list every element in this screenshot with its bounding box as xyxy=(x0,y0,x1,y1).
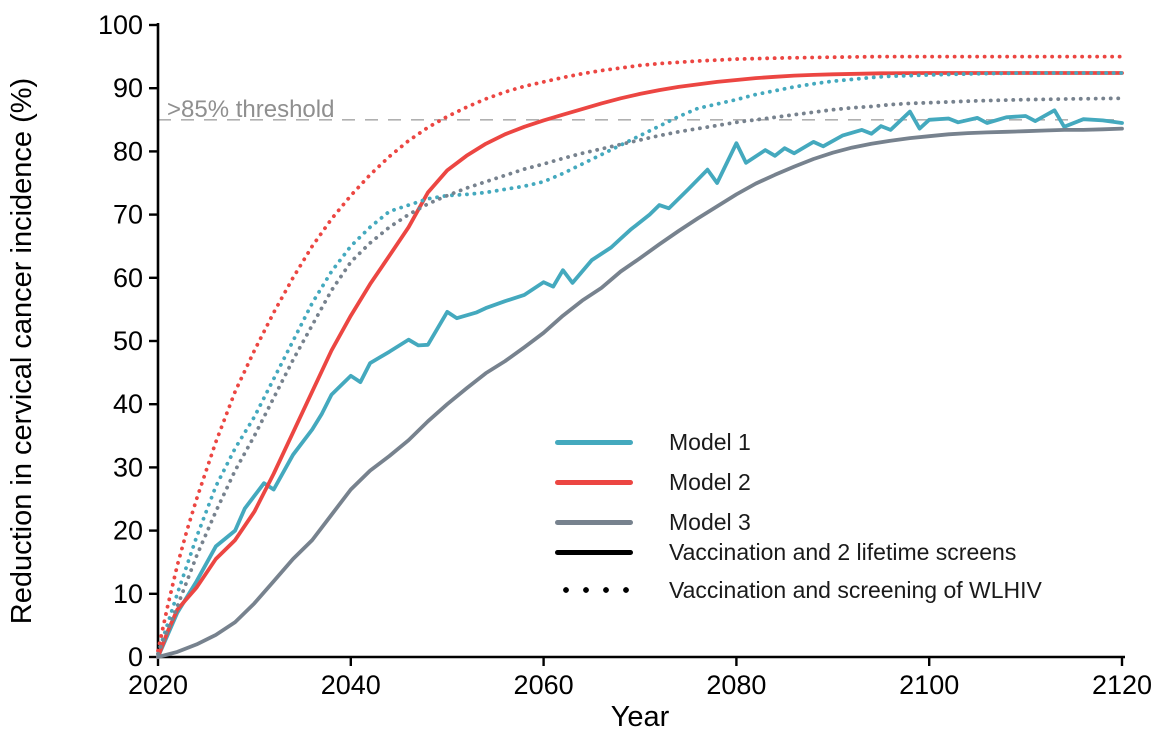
series-line-model-3-dotted xyxy=(156,96,1124,656)
y-tick-label: 80 xyxy=(113,136,143,166)
model-1-line-sample xyxy=(555,438,633,446)
legend-label-model-1: Model 1 xyxy=(669,428,751,455)
model-3-line-sample xyxy=(555,518,633,526)
y-tick-label: 100 xyxy=(98,10,143,40)
x-tick-label: 2100 xyxy=(899,670,959,700)
legend-item-solid-scenario: Vaccination and 2 lifetime screens xyxy=(555,539,1016,565)
series-line-model-1-solid xyxy=(156,108,1124,659)
y-tick-label: 20 xyxy=(113,516,143,546)
y-tick-label: 60 xyxy=(113,263,143,293)
y-tick-label: 40 xyxy=(113,389,143,419)
series-line-model-2-solid xyxy=(156,71,1124,659)
x-tick-label: 2120 xyxy=(1092,670,1152,700)
legend-item-model-3: Model 3 xyxy=(555,509,751,535)
x-tick-label: 2040 xyxy=(321,670,381,700)
x-tick-label: 2080 xyxy=(706,670,766,700)
legend-label-model-3: Model 3 xyxy=(669,508,751,535)
x-tick-label: 2060 xyxy=(514,670,574,700)
x-axis-title: Year xyxy=(610,701,670,733)
dotted-line-sample xyxy=(555,586,633,594)
model-2-line-sample xyxy=(555,478,633,486)
series-line-model-2-dotted xyxy=(156,54,1124,653)
y-tick-label: 30 xyxy=(113,452,143,482)
x-tick-label: 2020 xyxy=(128,670,188,700)
legend-item-model-2: Model 2 xyxy=(555,469,751,495)
y-tick-label: 70 xyxy=(113,200,143,230)
legend-label-model-2: Model 2 xyxy=(669,468,751,495)
legend-item-dotted-scenario: Vaccination and screening of WLHIV xyxy=(555,577,1042,603)
y-tick-label: 0 xyxy=(128,642,143,672)
legend-item-model-1: Model 1 xyxy=(555,429,751,455)
y-tick-label: 10 xyxy=(113,579,143,609)
threshold-label: >85% threshold xyxy=(167,96,335,123)
y-tick-label: 90 xyxy=(113,73,143,103)
solid-line-sample xyxy=(555,548,633,556)
series-line-model-3-solid xyxy=(156,126,1124,659)
series-line-model-1-dotted xyxy=(156,71,1124,656)
legend-label-solid-scenario: Vaccination and 2 lifetime screens xyxy=(669,538,1017,565)
y-tick-label: 50 xyxy=(113,326,143,356)
legend-label-dotted-scenario: Vaccination and screening of WLHIV xyxy=(669,576,1042,603)
y-axis-title: Reduction in cervical cancer incidence (… xyxy=(6,77,38,625)
